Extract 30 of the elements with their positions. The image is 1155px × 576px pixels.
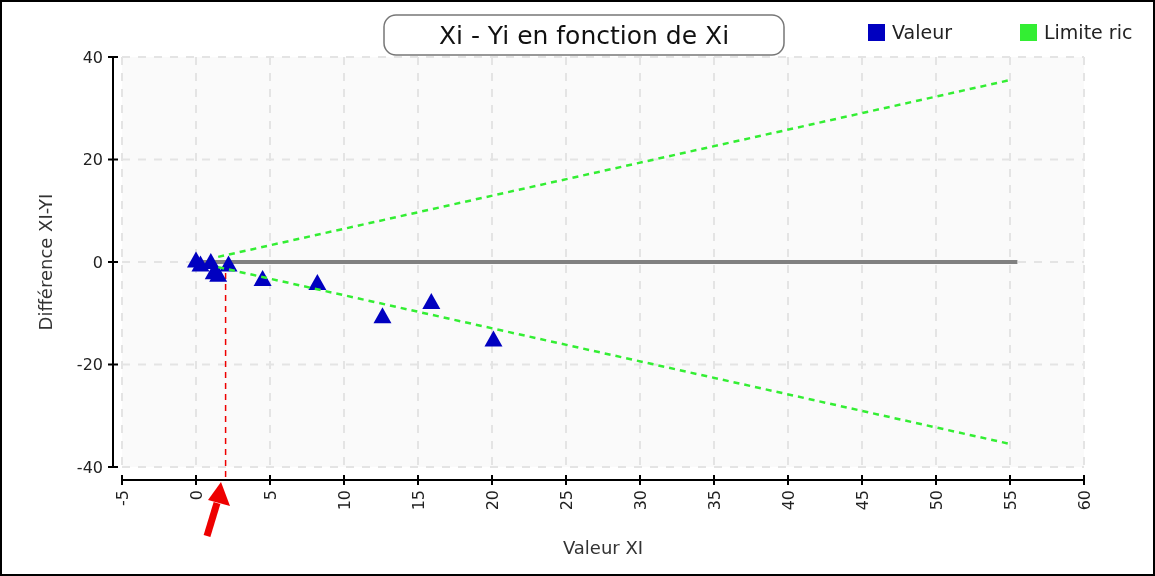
y-tick-label: 20 xyxy=(82,150,103,169)
point xyxy=(191,255,210,272)
y-axis-title: Différence XI-YI xyxy=(35,193,56,331)
point xyxy=(373,307,392,324)
chart-title: Xi - Yi en fonction de Xi xyxy=(438,21,730,50)
point xyxy=(422,292,441,309)
x-tick-label: 20 xyxy=(482,490,502,511)
x-tick-label: 0 xyxy=(186,490,206,501)
x-tick-label: 15 xyxy=(408,490,428,511)
x-tick-label: 50 xyxy=(926,490,946,511)
point xyxy=(253,269,272,286)
point xyxy=(308,274,327,291)
x-tick-label: 55 xyxy=(1000,490,1020,511)
x-tick-label: -5 xyxy=(112,490,132,506)
x-tick-label: 5 xyxy=(260,490,280,501)
x-tick-label: 35 xyxy=(704,490,724,511)
y-tick-label: 40 xyxy=(82,47,103,67)
y-tick-label: 0 xyxy=(92,252,103,272)
x-tick-label: 60 xyxy=(1074,490,1094,511)
y-tick-label: -40 xyxy=(76,457,103,477)
y-tick-label: -20 xyxy=(76,355,103,374)
x-axis-title: Valeur XI xyxy=(562,537,644,558)
x-tick-label: 40 xyxy=(778,490,798,511)
x-tick-label: 45 xyxy=(852,490,872,511)
point xyxy=(484,330,503,347)
legend-label: Limite ric xyxy=(1044,21,1133,43)
x-tick-label: 30 xyxy=(630,490,650,511)
legend-label: Valeur xyxy=(892,21,953,43)
x-tick-label: 10 xyxy=(334,490,354,511)
x-tick-label: 25 xyxy=(556,490,576,511)
